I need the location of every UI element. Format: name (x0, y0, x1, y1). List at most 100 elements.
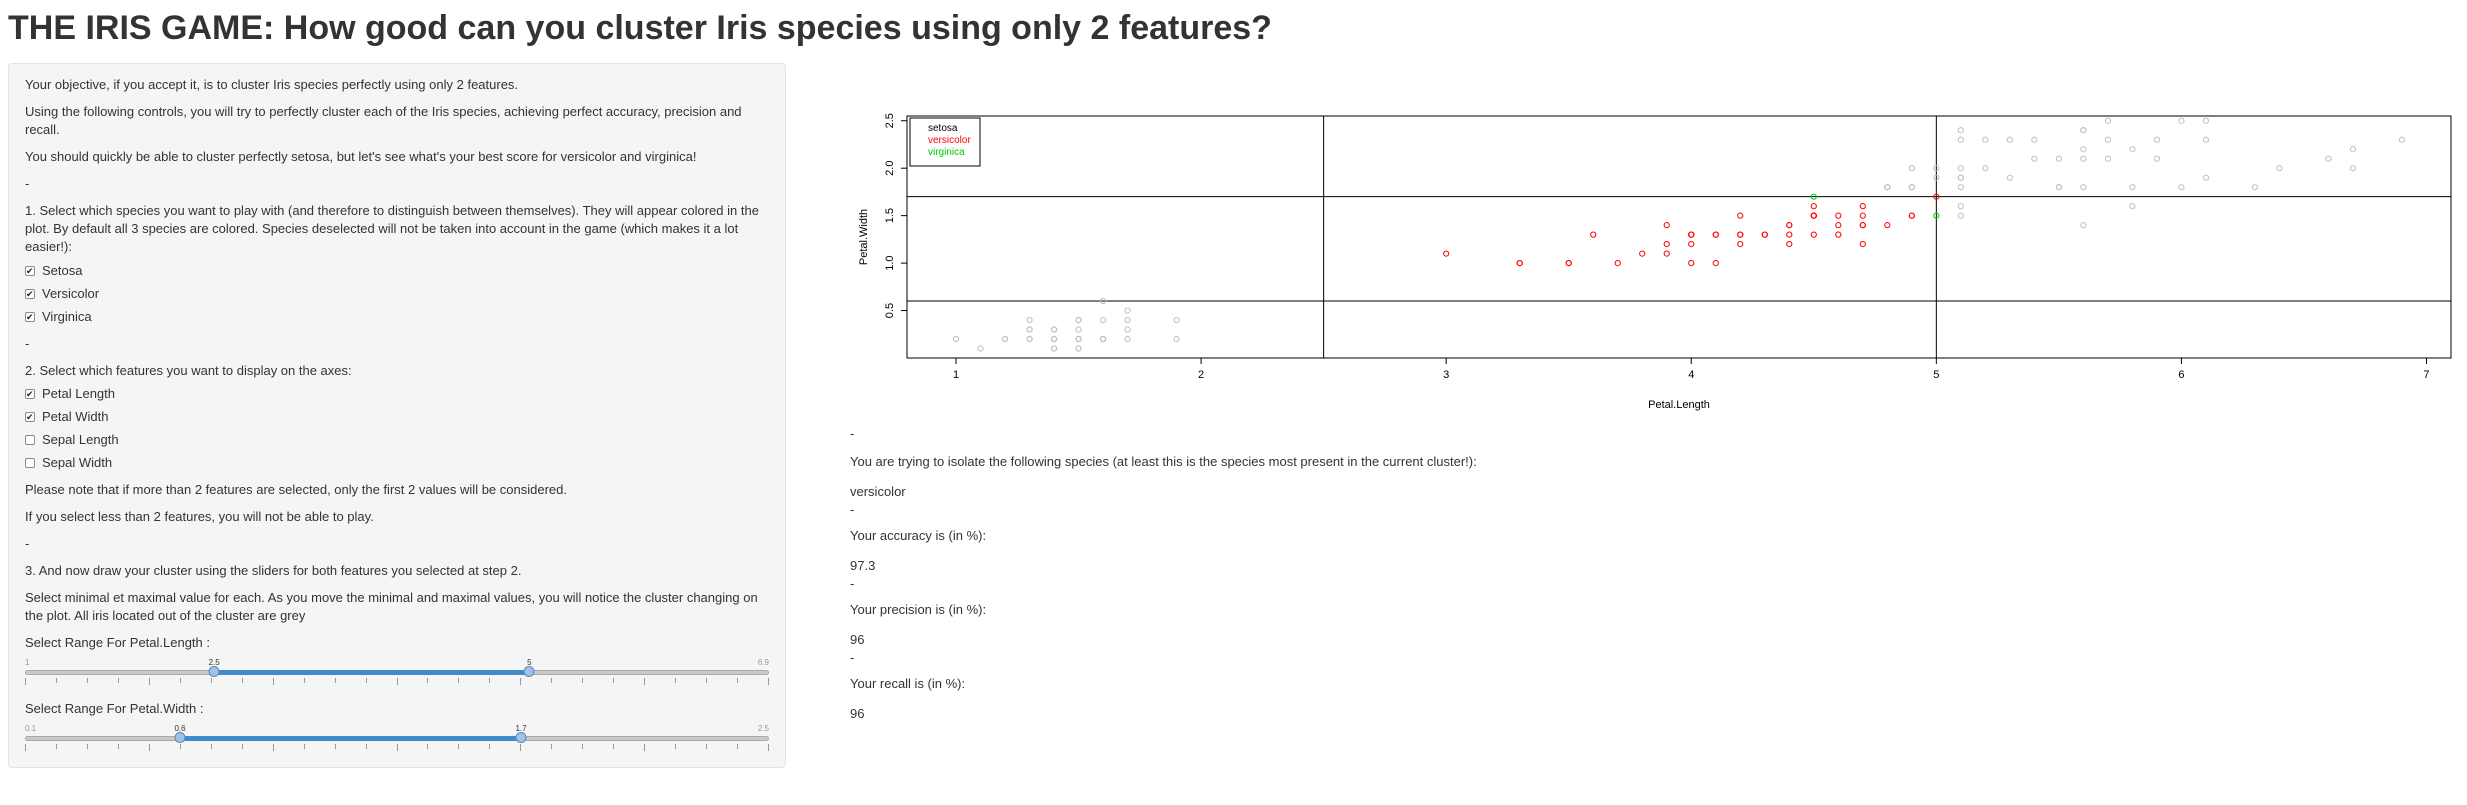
slider-tick (210, 744, 212, 749)
data-point-virginica (2031, 136, 2038, 143)
slider-max-handle[interactable] (515, 732, 527, 743)
x-tick-label: 7 (2423, 369, 2429, 381)
data-point-virginica (1957, 165, 1964, 172)
recall-label: Your recall is (in %): (850, 676, 966, 691)
data-point-virginica (1982, 136, 1989, 143)
checkbox-petal-length[interactable] (25, 389, 35, 399)
species-checkbox-virginica[interactable]: Virginica (25, 307, 769, 327)
data-point-virginica (2031, 155, 2038, 162)
recall-value: 96 (850, 706, 865, 721)
slider-tick (644, 678, 646, 685)
slider-tick (179, 744, 181, 749)
data-point-setosa (1099, 316, 1107, 324)
x-tick-label: 1 (953, 369, 959, 381)
data-point-setosa (977, 345, 984, 352)
slider-from-label: 0.6 (174, 724, 186, 733)
slider-max-handle[interactable] (523, 666, 535, 677)
feature-checkbox-sepal-width[interactable]: Sepal Width (25, 453, 769, 473)
slider-tick (148, 744, 150, 751)
data-point-virginica (1982, 165, 1989, 172)
data-point-setosa (1075, 345, 1082, 352)
data-point-virginica (2080, 184, 2087, 191)
slider-tick (86, 678, 88, 683)
data-point-virginica (2153, 136, 2161, 143)
accuracy-label: Your accuracy is (in %): (850, 528, 987, 543)
slider-tick (582, 678, 584, 683)
page-title: THE IRIS GAME: How good can you cluster … (8, 9, 1272, 47)
data-point-versicolor (1884, 222, 1891, 229)
precision-value: 96 (850, 632, 865, 647)
checkbox-setosa[interactable] (25, 266, 35, 276)
slider-from-label: 2.5 (208, 658, 220, 667)
data-point-virginica (1957, 127, 1964, 134)
range-slider-petal-length[interactable]: 1 6.9 2.5 5 (25, 654, 769, 694)
slider-tick (365, 744, 367, 749)
checkbox-petal-width[interactable] (25, 412, 35, 422)
data-point-virginica (2080, 155, 2087, 162)
slider-min-handle[interactable] (208, 666, 220, 677)
data-point-virginica (2251, 184, 2259, 191)
slider-tick (396, 744, 398, 751)
data-point-versicolor (1565, 259, 1572, 267)
slider-selected-range[interactable] (214, 670, 530, 675)
data-point-virginica (2080, 146, 2087, 153)
slider-tick (303, 744, 305, 749)
accuracy-value: 97.3 (850, 558, 876, 573)
slider-min-label: 0.1 (25, 724, 37, 733)
data-point-versicolor (1859, 222, 1866, 229)
data-point-versicolor (1810, 231, 1817, 238)
data-point-setosa (1050, 326, 1058, 333)
slider-selected-range[interactable] (180, 736, 521, 741)
y-tick-label: 1.5 (884, 208, 896, 223)
data-point-setosa (1124, 326, 1131, 333)
separator-dash: - (25, 536, 30, 551)
data-point-virginica (1957, 136, 1964, 143)
slider-tick (489, 678, 491, 683)
slider-tick (768, 744, 769, 751)
species-checkbox-versicolor[interactable]: Versicolor (25, 284, 769, 304)
slider-tick (520, 744, 522, 751)
feature-checkbox-petal-length[interactable]: Petal Length (25, 384, 769, 404)
step3-instructions: 3. And now draw your cluster using the s… (25, 563, 522, 578)
data-point-setosa (1099, 335, 1107, 343)
slider-to-label: 5 (527, 658, 532, 667)
plot-frame (906, 115, 2452, 359)
feature-checkbox-sepal-length[interactable]: Sepal Length (25, 430, 769, 450)
checkbox-virginica[interactable] (25, 312, 35, 322)
slider-min-handle[interactable] (174, 732, 186, 743)
slider-tick (582, 744, 584, 749)
slider-ticks (25, 678, 769, 686)
checkbox-versicolor[interactable] (25, 289, 35, 299)
checkbox-sepal-length[interactable] (25, 435, 35, 445)
data-point-versicolor (1663, 250, 1670, 257)
species-checkbox-setosa[interactable]: Setosa (25, 261, 769, 281)
data-point-virginica (2202, 117, 2210, 124)
slider-tick (644, 744, 646, 751)
separator-dash: - (850, 502, 855, 517)
data-point-virginica (2398, 136, 2406, 143)
y-tick-label: 1.0 (884, 255, 896, 270)
data-point-versicolor (1516, 259, 1523, 267)
data-point-virginica (2104, 155, 2111, 162)
data-point-versicolor (1835, 212, 1842, 219)
data-point-versicolor (1933, 193, 1940, 200)
slider-label-petal-length: Select Range For Petal.Length : (25, 635, 211, 650)
slider-tick (117, 678, 119, 683)
slider-tick (396, 678, 398, 685)
slider-tick (272, 744, 274, 751)
slider-tick (706, 678, 708, 683)
slider-tick (613, 744, 615, 749)
x-axis-label: Petal.Length (1648, 399, 1710, 411)
slider-tick (551, 744, 553, 749)
data-point-virginica (2055, 155, 2062, 162)
feature-checkbox-petal-width[interactable]: Petal Width (25, 407, 769, 427)
checkbox-label: Sepal Length (42, 432, 119, 447)
range-slider-petal-width[interactable]: 0.1 2.5 0.6 1.7 (25, 720, 769, 760)
checkbox-sepal-width[interactable] (25, 458, 35, 468)
slider-tick (25, 744, 26, 751)
legend-box (909, 117, 981, 167)
separator-dash: - (850, 650, 855, 665)
legend-entry-versicolor: versicolor (928, 135, 971, 146)
data-point-versicolor (1614, 259, 1621, 267)
data-point-setosa (1075, 326, 1082, 333)
